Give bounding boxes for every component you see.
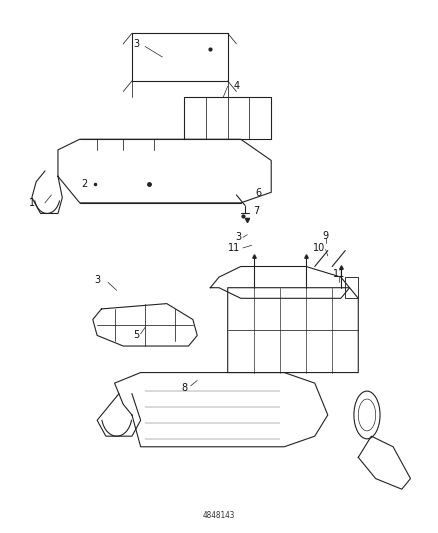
Text: 7: 7 xyxy=(253,206,259,216)
Text: 9: 9 xyxy=(322,231,328,241)
Text: 1: 1 xyxy=(29,198,35,208)
Text: 4: 4 xyxy=(233,81,240,91)
Text: 2: 2 xyxy=(81,179,87,189)
Text: 4848143: 4848143 xyxy=(203,511,235,520)
Text: 8: 8 xyxy=(181,383,187,393)
Text: 3: 3 xyxy=(236,232,242,243)
Text: 10: 10 xyxy=(313,243,325,253)
Text: 6: 6 xyxy=(255,188,261,198)
Text: 11: 11 xyxy=(332,270,345,279)
Text: 5: 5 xyxy=(133,330,139,341)
Text: 3: 3 xyxy=(133,39,139,49)
Text: 11: 11 xyxy=(228,243,240,253)
Text: 3: 3 xyxy=(94,274,100,285)
